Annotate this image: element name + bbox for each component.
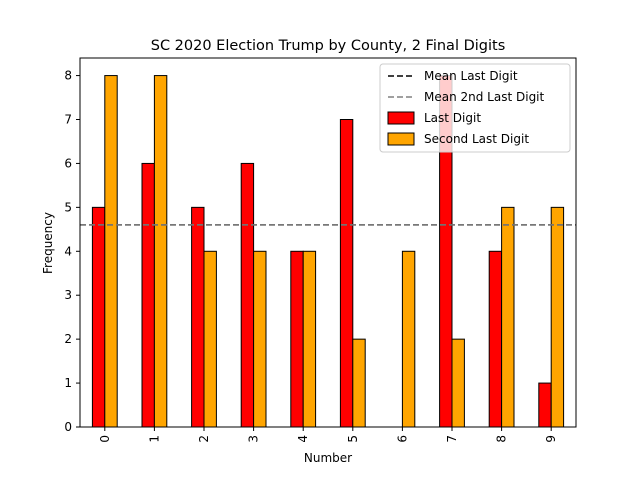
legend-label: Second Last Digit: [424, 132, 529, 146]
x-tick-label: 2: [197, 435, 211, 443]
legend-label: Mean 2nd Last Digit: [424, 90, 545, 104]
bar-second-last-digit-9: [550, 206, 565, 428]
bar-last-digit-3: [240, 162, 255, 428]
bar-last-digit-0: [91, 206, 106, 428]
y-tick-label: 3: [64, 288, 72, 302]
x-tick-label: 3: [247, 435, 261, 443]
x-axis-label: Number: [304, 451, 352, 465]
legend: Mean Last Digit Mean 2nd Last Digit Last D…: [379, 63, 571, 153]
x-tick-label: 0: [98, 435, 112, 443]
x-tick-label: 9: [544, 435, 558, 443]
bar-second-last-digit-6: [401, 250, 416, 428]
y-tick-label: 4: [64, 244, 72, 258]
legend-label: Mean Last Digit: [424, 69, 518, 83]
legend-swatch: [387, 111, 415, 125]
bar-second-last-digit-7: [451, 338, 465, 428]
y-tick-label: 1: [64, 376, 72, 390]
bar-last-digit-2: [191, 206, 205, 428]
legend-box: [379, 63, 571, 153]
legend-swatch: [387, 132, 415, 146]
bar-second-last-digit-5: [352, 338, 366, 428]
bar-last-digit-1: [141, 162, 155, 428]
bar-second-last-digit-3: [253, 250, 267, 428]
plot-area: 0 1 2 3 4 5 6 7 8 0 1 2 3 4 5 6 7 8 9: [64, 57, 577, 443]
bar-second-last-digit-8: [501, 206, 515, 428]
bar-last-digit-5: [339, 119, 354, 428]
x-tick-label: 1: [147, 435, 161, 443]
x-tick-label: 5: [346, 435, 360, 443]
y-tick-label: 7: [64, 113, 72, 127]
bar-second-last-digit-2: [203, 250, 217, 428]
axes-frame: [79, 57, 577, 428]
y-tick-label: 2: [64, 332, 72, 346]
bar-last-digit-9: [538, 382, 552, 428]
bar-last-digit-4: [290, 250, 304, 428]
bar-last-digit-8: [488, 250, 503, 428]
y-axis-label: Frequency: [41, 212, 55, 274]
legend-label: Last Digit: [424, 111, 481, 125]
chart-title: SC 2020 Election Trump by County, 2 Fina…: [151, 38, 506, 54]
bar-second-last-digit-4: [302, 250, 317, 428]
y-tick-label: 6: [64, 156, 72, 170]
y-tick-label: 8: [64, 69, 72, 83]
x-tick-label: 6: [395, 435, 409, 443]
bar-second-last-digit-0: [104, 75, 118, 428]
x-tick-label: 8: [495, 435, 509, 443]
bar-second-last-digit-1: [153, 75, 168, 428]
x-tick-label: 4: [296, 435, 310, 443]
y-tick-label: 5: [64, 200, 72, 214]
y-tick-label: 0: [64, 420, 72, 434]
x-tick-label: 7: [445, 435, 459, 443]
